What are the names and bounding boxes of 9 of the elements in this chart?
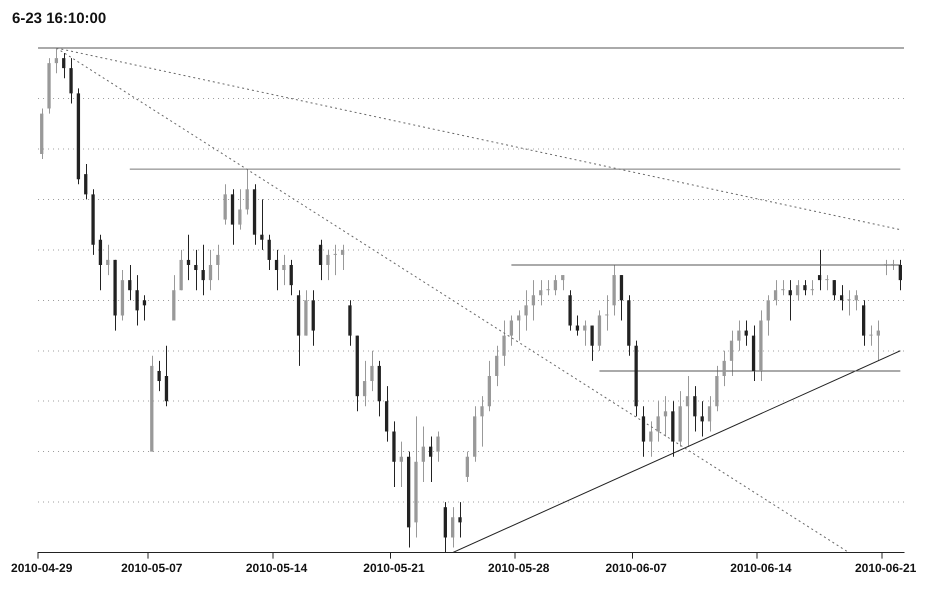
x-tick-label: 2010-05-21 xyxy=(363,561,425,576)
x-tick-label: 2010-06-21 xyxy=(854,561,917,576)
x-tick-label: 2010-05-28 xyxy=(488,561,550,576)
chart-title: 6-23 16:10:00 xyxy=(12,10,106,28)
x-tick-label: 2010-06-14 xyxy=(730,561,792,576)
x-tick-label: 2010-06-07 xyxy=(605,561,668,576)
x-tick-label: 2010-04-29 xyxy=(11,561,73,576)
x-tick-label: 2010-05-07 xyxy=(121,561,183,576)
x-tick-label: 2010-05-14 xyxy=(246,561,308,576)
